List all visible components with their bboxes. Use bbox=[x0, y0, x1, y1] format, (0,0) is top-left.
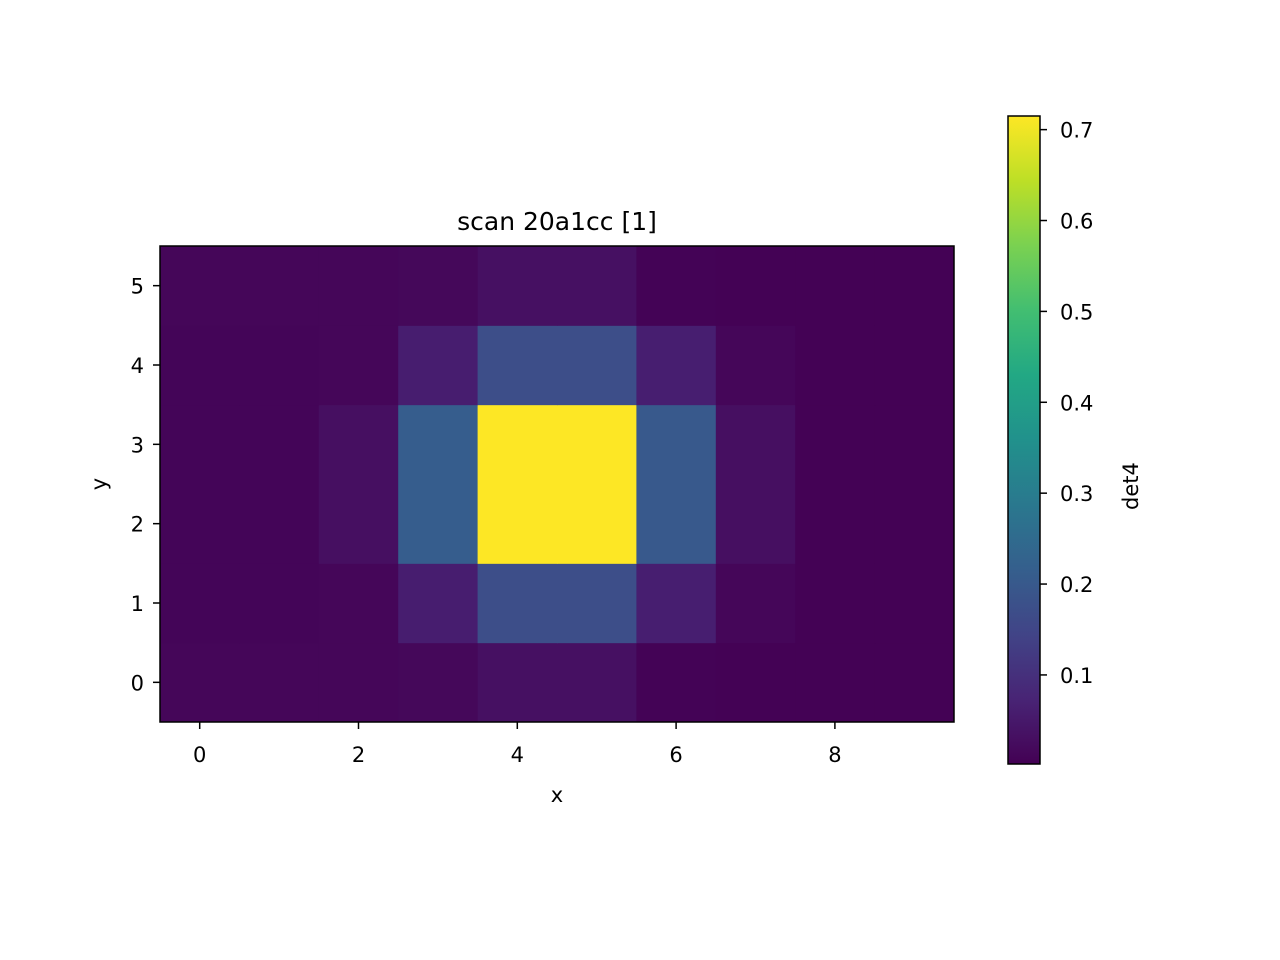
heatmap-cell bbox=[160, 563, 240, 644]
colorbar-label: det4 bbox=[1119, 462, 1143, 510]
heatmap-cell bbox=[557, 642, 637, 723]
heatmap-cell bbox=[239, 484, 320, 564]
y-axis: 0 1 2 3 4 5 bbox=[131, 275, 160, 695]
colorbar-ticks: 0.1 0.2 0.3 0.4 0.5 0.6 0.7 bbox=[1040, 119, 1093, 688]
heatmap-cell bbox=[398, 325, 479, 406]
heatmap-cell bbox=[239, 404, 320, 485]
heatmap-cell bbox=[239, 246, 320, 326]
heatmap-cell bbox=[795, 325, 876, 406]
colorbar-tick-label: 0.2 bbox=[1060, 573, 1093, 597]
heatmap-cell bbox=[636, 246, 717, 326]
heatmap-cell bbox=[318, 563, 399, 644]
x-tick-label: 6 bbox=[669, 743, 682, 767]
colorbar bbox=[1008, 116, 1040, 764]
heatmap-cell bbox=[398, 642, 479, 723]
colorbar-tick-label: 0.1 bbox=[1060, 664, 1093, 688]
heatmap-cell bbox=[636, 563, 717, 644]
heatmap-cell bbox=[557, 246, 637, 326]
x-tick-label: 8 bbox=[828, 743, 841, 767]
heatmap-cell bbox=[398, 246, 479, 326]
heatmap-cell bbox=[557, 325, 637, 406]
x-tick-label: 2 bbox=[352, 743, 365, 767]
heatmap-cell bbox=[636, 325, 717, 406]
heatmap-cell bbox=[557, 404, 637, 485]
heatmap-cell bbox=[160, 484, 240, 564]
heatmap-cell bbox=[477, 404, 558, 485]
y-tick-label: 0 bbox=[131, 671, 144, 695]
heatmap-cell bbox=[715, 484, 796, 564]
heatmap-cell bbox=[398, 484, 479, 564]
heatmap-cell bbox=[160, 642, 240, 723]
y-tick-label: 1 bbox=[131, 592, 144, 616]
heatmap-cell bbox=[795, 246, 876, 326]
heatmap-cell bbox=[874, 642, 955, 723]
heatmap-cell bbox=[239, 325, 320, 406]
y-axis-label: y bbox=[87, 478, 111, 490]
heatmap-cell bbox=[795, 642, 876, 723]
heatmap-cell bbox=[239, 563, 320, 644]
y-tick-label: 2 bbox=[131, 513, 144, 537]
heatmap-cell bbox=[318, 642, 399, 723]
heatmap-cell bbox=[795, 563, 876, 644]
heatmap-cell bbox=[477, 484, 558, 564]
colorbar-tick-label: 0.7 bbox=[1060, 119, 1093, 143]
heatmap-cell bbox=[795, 484, 876, 564]
colorbar-tick-label: 0.6 bbox=[1060, 210, 1093, 234]
colorbar-frame bbox=[1007, 115, 1041, 765]
heatmap-cell bbox=[557, 563, 637, 644]
heatmap-cell bbox=[318, 246, 399, 326]
y-tick-label: 4 bbox=[131, 354, 144, 378]
colorbar-tick-label: 0.4 bbox=[1060, 391, 1093, 415]
y-tick-label: 5 bbox=[131, 275, 144, 299]
heatmap-cell bbox=[160, 404, 240, 485]
y-tick-label: 3 bbox=[131, 433, 144, 457]
heatmap-cell bbox=[477, 246, 558, 326]
heatmap-cell bbox=[318, 484, 399, 564]
heatmap-cell bbox=[874, 484, 955, 564]
heatmap-cell bbox=[318, 325, 399, 406]
chart-title: scan 20a1cc [1] bbox=[457, 207, 657, 236]
heatmap-cell bbox=[715, 404, 796, 485]
x-axis-label: x bbox=[551, 783, 563, 807]
x-tick-label: 0 bbox=[193, 743, 206, 767]
colorbar-tick-label: 0.3 bbox=[1060, 482, 1093, 506]
colorbar-tick-label: 0.5 bbox=[1060, 300, 1093, 324]
heatmap-cell bbox=[477, 563, 558, 644]
heatmap-cell bbox=[715, 642, 796, 723]
heatmap-cell bbox=[795, 404, 876, 485]
heatmap-cell bbox=[477, 642, 558, 723]
heatmap-cell bbox=[715, 325, 796, 406]
heatmap-cell bbox=[874, 404, 955, 485]
heatmap-cell bbox=[874, 325, 955, 406]
plot-frame bbox=[159, 245, 955, 723]
heatmap-cell bbox=[477, 325, 558, 406]
heatmap-cell bbox=[715, 563, 796, 644]
heatmap-cell bbox=[715, 246, 796, 326]
heatmap-cell bbox=[874, 246, 955, 326]
heatmap-cell bbox=[239, 642, 320, 723]
heatmap-cells bbox=[160, 246, 955, 723]
heatmap-cell bbox=[398, 404, 479, 485]
heatmap-cell bbox=[318, 404, 399, 485]
heatmap-cell bbox=[160, 246, 240, 326]
heatmap-cell bbox=[636, 484, 717, 564]
heatmap-cell bbox=[636, 404, 717, 485]
x-tick-label: 4 bbox=[511, 743, 524, 767]
heatmap-cell bbox=[874, 563, 955, 644]
heatmap-cell bbox=[398, 563, 479, 644]
heatmap-cell bbox=[636, 642, 717, 723]
heatmap-cell bbox=[557, 484, 637, 564]
x-axis: 0 2 4 6 8 bbox=[193, 722, 842, 767]
heatmap-cell bbox=[160, 325, 240, 406]
